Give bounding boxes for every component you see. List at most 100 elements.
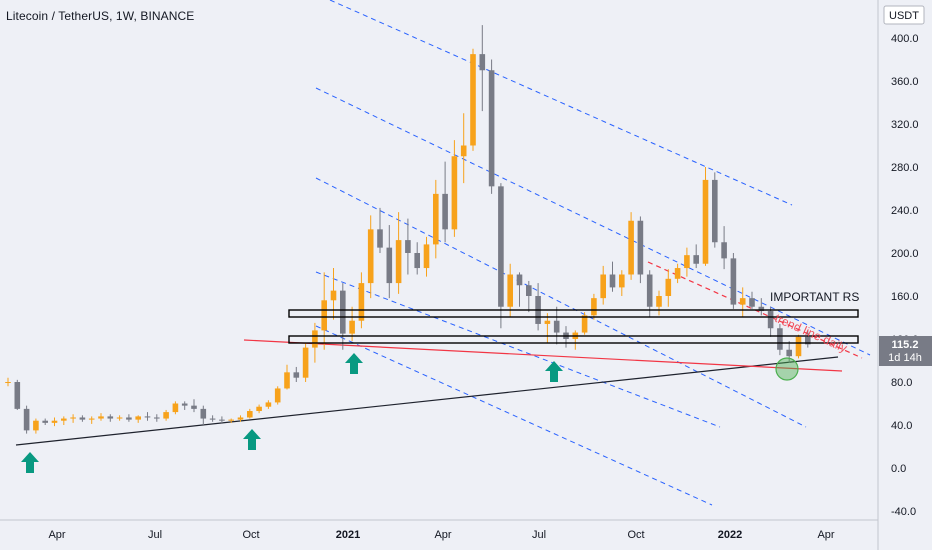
candle-body: [14, 382, 21, 409]
up-arrow-icon: [243, 429, 261, 450]
candle-body: [5, 382, 11, 383]
important-rs-label: IMPORTANT RS: [770, 290, 859, 304]
price-tick-label: 160.0: [891, 291, 919, 303]
price-tick-label: 320.0: [891, 119, 919, 131]
price-tick-label: 400.0: [891, 33, 919, 45]
candle-body: [321, 300, 327, 331]
candle-body: [181, 403, 188, 406]
last-price-badge: 115.2 1d 14h: [879, 336, 932, 366]
candlestick-series: [5, 25, 811, 434]
time-tick-label: Apr: [434, 529, 451, 541]
candle-body: [795, 336, 802, 357]
chart-title: Litecoin / TetherUS, 1W, BINANCE: [6, 9, 195, 23]
price-tick-label: 240.0: [891, 205, 919, 217]
candle-body: [70, 417, 76, 419]
time-tick-label: Oct: [242, 529, 259, 541]
candle-body: [442, 193, 448, 230]
candle-body: [367, 229, 374, 284]
candle-body: [498, 186, 504, 307]
candle-body: [628, 220, 634, 275]
candle-body: [414, 253, 420, 269]
candle-body: [293, 372, 300, 378]
candle-body: [777, 328, 783, 350]
candle-body: [749, 298, 755, 307]
price-tick-label: 80.0: [891, 377, 912, 389]
candle-body: [33, 420, 39, 431]
bar-countdown: 1d 14h: [888, 352, 922, 364]
candle-body: [730, 258, 737, 305]
candle-body: [544, 320, 551, 324]
support-trend-line: [243, 339, 843, 372]
candle-body: [330, 290, 337, 301]
candle-body: [126, 417, 132, 420]
candle-body: [767, 311, 774, 329]
candle-body: [247, 411, 253, 418]
price-tick-label: 360.0: [891, 76, 919, 88]
channel-line: [315, 271, 721, 428]
candle-body: [739, 298, 746, 305]
candle-body: [144, 416, 151, 418]
time-axis[interactable]: Apr Jul Oct 2021 Apr Jul Oct 2022 Apr: [0, 519, 878, 541]
candle-body: [646, 274, 653, 307]
channel-line: [329, 0, 793, 206]
time-tick-label: Jul: [532, 529, 546, 541]
candle-body: [619, 274, 625, 288]
candle-body: [516, 274, 523, 286]
candle-body: [684, 255, 690, 269]
candle-body: [88, 418, 95, 420]
candle-body: [98, 416, 104, 419]
candle-body: [79, 417, 86, 420]
touch-point-circle: [775, 357, 799, 381]
channel-line: [315, 177, 807, 428]
candle-body: [693, 255, 699, 264]
last-price: 115.2: [892, 339, 919, 351]
time-tick-label: Jul: [148, 529, 162, 541]
candle-body: [395, 240, 402, 284]
candle-body: [172, 403, 179, 413]
candle-body: [219, 419, 225, 421]
candle-body: [600, 274, 606, 299]
candle-body: [702, 179, 709, 264]
candle-body: [191, 405, 197, 409]
up-arrow-icon: [21, 452, 39, 473]
candle-body: [154, 417, 160, 419]
long-term-support-line: [15, 356, 839, 446]
candle-body: [609, 274, 616, 288]
candle-body: [479, 54, 486, 71]
up-arrow-icon: [345, 353, 363, 374]
candle-body: [758, 306, 765, 312]
candle-body: [209, 418, 216, 420]
candle-body: [665, 278, 672, 296]
time-tick-label: Oct: [627, 529, 644, 541]
candle-body: [405, 240, 411, 253]
candle-body: [553, 320, 560, 333]
candle-body: [470, 54, 476, 146]
up-arrow-icon: [545, 361, 563, 382]
price-tick-label: 40.0: [891, 420, 912, 432]
channel-line: [315, 87, 871, 356]
candle-body: [805, 336, 811, 345]
candle-body: [135, 416, 141, 420]
candle-body: [433, 193, 439, 245]
price-tick-label: 280.0: [891, 162, 919, 174]
candle-body: [358, 283, 365, 321]
candle-body: [637, 220, 644, 275]
candle-body: [674, 268, 681, 279]
regression-channel: [315, 0, 871, 506]
candle-body: [507, 274, 513, 307]
price-axis[interactable]: USDT 400.0 360.0 320.0 280.0 240.0 200.0 160.0…: [877, 0, 932, 550]
candle-body: [107, 416, 114, 419]
candle-body: [721, 242, 727, 259]
candle-body: [423, 244, 430, 269]
candle-body: [349, 320, 355, 334]
currency-box[interactable]: [883, 5, 925, 25]
candle-body: [284, 372, 290, 389]
candle-body: [451, 156, 458, 230]
candle-body: [42, 420, 48, 423]
candle-body: [312, 330, 318, 348]
candle-body: [274, 388, 281, 403]
candle-body: [302, 347, 309, 378]
